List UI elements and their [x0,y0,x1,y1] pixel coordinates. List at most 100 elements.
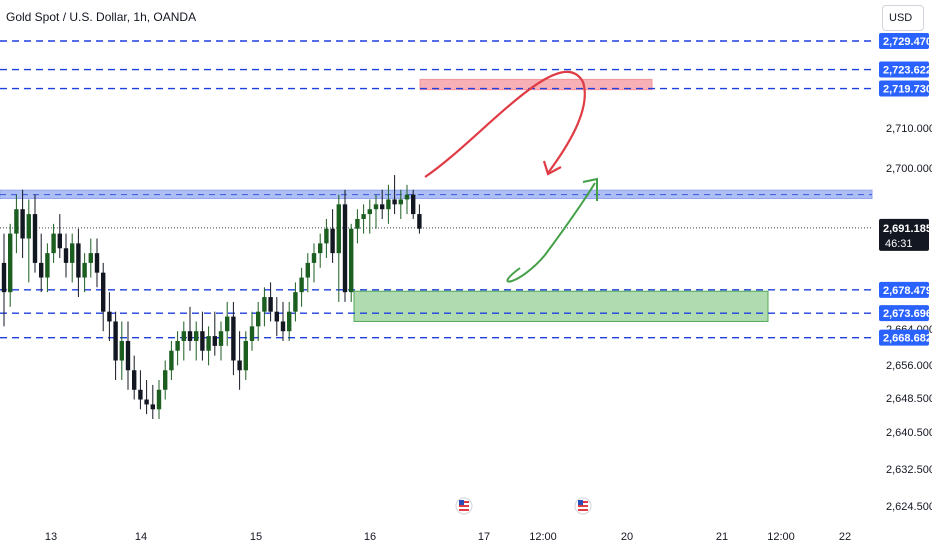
candle-body [125,340,131,371]
red-arrowhead [542,160,562,176]
candle-body [237,360,242,371]
pivot-zone [0,189,873,199]
candle-body [355,218,360,229]
flag-stripe [459,505,469,507]
candle-body [262,297,267,312]
flag-canton [459,500,464,505]
price-tag [879,80,929,97]
candle-body [163,370,168,390]
current-price-label: 2,691.185 [883,223,932,235]
candle-body [380,204,385,210]
candle-body [249,326,255,341]
candle-body [169,350,174,371]
candle-body [280,321,286,332]
green-arrow [506,182,596,283]
time-tick-label: 12:00 [767,531,795,543]
candle-body [70,243,75,263]
price-tag-label: 2,678.479 [883,285,932,297]
price-tick-label: 2,656.000 [886,360,932,372]
candle-body [187,331,193,341]
candle-body [94,253,100,273]
candle-body [144,399,149,405]
candle-body [107,311,112,322]
price-tick-label: 2,710.000 [886,123,932,135]
candle-body [342,204,348,293]
candle-body [14,209,19,234]
candle-body [330,228,335,254]
time-tick-label: 12:00 [529,531,557,543]
candle-body [39,262,44,278]
candle-body [404,194,410,200]
price-tag-label: 2,668.682 [883,333,932,345]
symbol-title: Gold Spot / U.S. Dollar, 1h, OANDA [6,10,197,24]
candle-body [411,194,416,215]
flag-stripe [578,505,588,507]
price-tick-label: 2,648.500 [886,393,932,405]
candle-body [138,389,143,400]
current-price-tag [879,218,929,251]
candle-body [225,316,230,332]
candle-body [156,389,162,410]
candle-body [299,277,304,293]
candle-body [150,404,155,410]
currency-button[interactable]: USD [882,5,924,31]
candle-body [417,214,422,229]
candle-body [361,214,366,219]
candle-body [367,209,372,215]
candle-body [132,370,137,390]
candle-body [268,297,273,312]
candle-body [398,199,403,205]
candle-body [231,316,236,361]
time-tick-label: 17 [478,531,490,543]
red-arrow [424,70,586,178]
candle-body [243,340,248,371]
time-tick-label: 13 [45,531,57,543]
candle-body [212,336,217,346]
time-tick-label: 22 [839,531,851,543]
candle-body [336,204,341,254]
price-tag-label: 2,719.730 [883,84,932,96]
candle-body [318,243,323,254]
candle-body [57,233,62,249]
candle-body [119,340,124,361]
price-tag [879,329,929,346]
candle-body [82,262,87,278]
flag-canton [578,500,583,505]
price-tick-label: 2,632.500 [886,464,932,476]
candle-body [349,228,354,293]
candle-body [206,336,211,351]
candle-body [32,214,38,263]
candle-body [373,204,379,210]
candle-body [8,233,13,293]
candle-body [287,311,292,332]
candle-body [63,248,69,263]
candle-body [26,214,31,239]
candle-body [88,253,93,263]
time-tick-label: 15 [250,531,262,543]
candle-body [305,262,310,278]
candle-body [45,253,50,278]
support-zone [353,290,769,322]
candle-body [256,311,261,327]
price-tag [879,33,929,49]
candle-body [76,243,81,278]
time-tick-label: 21 [716,531,728,543]
candle-body [20,209,25,239]
candle-body [392,199,397,205]
price-tag [879,61,929,78]
price-tick-label: 2,624.500 [886,501,932,513]
price-tag [879,281,929,298]
candle-body [324,228,329,244]
candle-body [293,292,298,312]
candle-body [386,199,391,210]
price-tag-label: 2,723.622 [883,65,932,77]
candle-body [181,331,186,341]
price-tick-label: 2,640.500 [886,427,932,439]
candle-body [200,331,205,351]
price-tag-label: 2,729.470 [883,36,932,48]
candle-body [1,262,7,293]
flag-stripe [459,509,469,511]
countdown-label: 46:31 [885,238,913,250]
price-tag-label: 2,673.696 [883,308,932,320]
